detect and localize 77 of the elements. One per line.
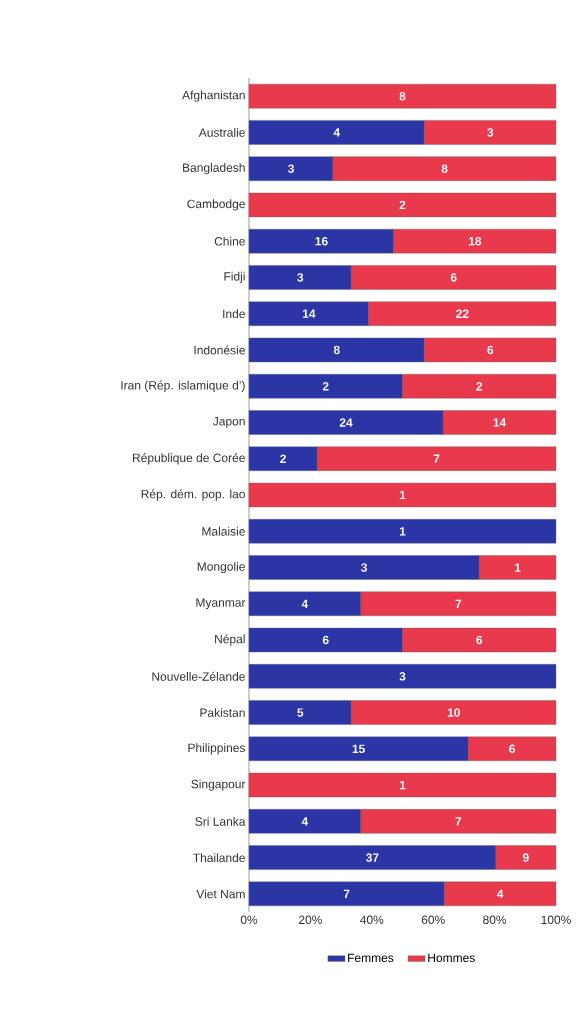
y-tick-label: Nouvelle-Zélande <box>152 671 245 681</box>
bar <box>248 482 557 508</box>
y-tick-label: République de Corée <box>133 453 245 465</box>
annotation: 14 <box>302 309 316 318</box>
legend-label: Hommes <box>428 953 475 963</box>
y-tick-label: Viet Nam <box>196 889 245 899</box>
y-tick-label: Cambodge <box>187 199 245 211</box>
annotation: 3 <box>288 164 294 173</box>
y-tick-label: Népal <box>215 634 245 646</box>
y-tick-label: Myanmar <box>196 598 246 610</box>
annotation: 1 <box>399 780 406 790</box>
annotation: 7 <box>343 889 350 898</box>
annotation: 7 <box>455 817 462 826</box>
y-tick-label: Singapour <box>191 779 246 791</box>
annotation: 10 <box>447 708 460 717</box>
annotation: 6 <box>509 744 515 754</box>
bar <box>248 192 557 218</box>
annotation: 2 <box>399 200 406 210</box>
annotation: 18 <box>469 236 482 246</box>
annotation: 1 <box>515 563 521 572</box>
annotation: 1 <box>399 490 406 500</box>
x-tick-label: 80% <box>483 915 507 925</box>
y-tick-label: Bangladesh <box>183 163 245 175</box>
annotation: 3 <box>399 672 406 681</box>
annotation: 16 <box>315 236 328 246</box>
annotation: 6 <box>322 635 329 645</box>
bar <box>248 772 557 798</box>
y-tick-label: Pakistan <box>200 708 245 717</box>
annotation: 6 <box>450 273 457 282</box>
annotation: 8 <box>441 164 448 173</box>
annotation: 7 <box>455 599 462 608</box>
y-tick-label: Thailande <box>193 853 245 863</box>
bar <box>248 519 557 544</box>
annotation: 7 <box>433 454 440 463</box>
annotation: 4 <box>301 817 309 826</box>
x-tick-label: 40% <box>360 915 384 925</box>
annotation: 37 <box>366 853 379 862</box>
annotation: 3 <box>487 128 494 137</box>
annotation: 3 <box>297 273 304 282</box>
annotation: 2 <box>280 454 286 463</box>
bar <box>248 83 557 109</box>
annotation: 9 <box>522 853 529 862</box>
y-tick-label: Iran (Rép. islamique d’) <box>121 380 245 392</box>
y-tick-label: Rép. dém. pop. lao <box>141 489 245 501</box>
annotation: 14 <box>493 418 507 427</box>
annotation: 8 <box>333 345 340 355</box>
y-tick-label: Inde <box>223 309 245 319</box>
y-tick-label: Afghanistan <box>182 90 245 102</box>
y-tick-label: Philippines <box>188 743 246 755</box>
annotation: 8 <box>399 91 406 101</box>
bar <box>248 664 557 689</box>
annotation: 5 <box>297 708 304 717</box>
x-tick-label: 100% <box>541 915 571 925</box>
y-tick-label: Australie <box>198 128 245 137</box>
annotation: 15 <box>352 744 365 753</box>
y-tick-label: Indonésie <box>194 345 245 355</box>
x-tick-label: 60% <box>421 915 445 925</box>
y-tick-label: Chine <box>214 236 245 246</box>
annotation: 6 <box>476 635 483 645</box>
annotation: 4 <box>301 599 309 608</box>
annotation: 2 <box>476 382 483 391</box>
annotation: 22 <box>456 309 469 318</box>
annotation: 4 <box>333 128 341 137</box>
annotation: 6 <box>487 345 494 355</box>
y-tick-label: Malaisie <box>202 526 245 536</box>
annotation: 24 <box>339 418 353 427</box>
annotation: 4 <box>496 889 504 898</box>
y-tick-label: Mongolie <box>197 561 245 574</box>
legend-label: Femmes <box>348 953 394 963</box>
annotation: 2 <box>322 382 329 391</box>
annotation: 1 <box>399 527 406 536</box>
annotation: 3 <box>361 563 368 572</box>
x-tick-label: 20% <box>298 915 322 925</box>
y-tick-label: Japon <box>212 417 245 428</box>
y-tick-label: Fidji <box>224 271 245 284</box>
y-tick-label: Sri Lanka <box>195 816 246 826</box>
x-tick-label: 0% <box>240 915 258 925</box>
